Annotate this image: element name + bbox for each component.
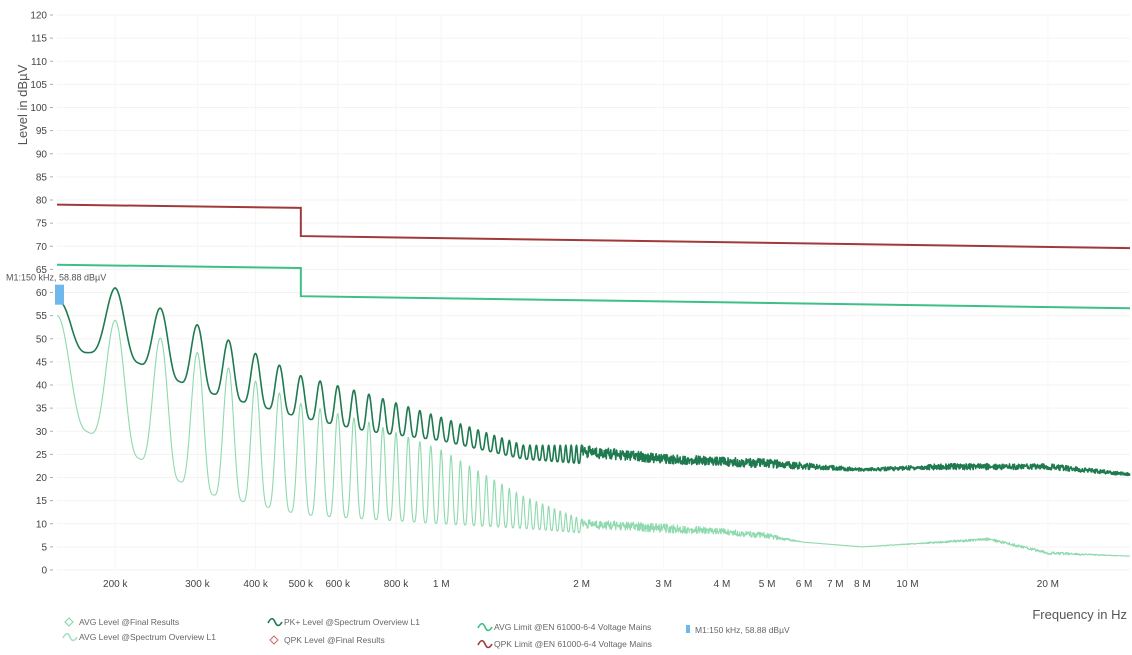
y-tick-label-65: 65 <box>36 265 48 276</box>
y-tick-label-100: 100 <box>30 103 47 114</box>
series-pk-level-spectrum-overview-l1 <box>56 287 1131 477</box>
marker-m1 <box>55 284 64 305</box>
y-tick-label-20: 20 <box>36 473 48 484</box>
legend: AVG Level @Final Results AVG Level @Spect… <box>62 617 790 649</box>
x-tick-label-4M: 4 M <box>714 579 731 590</box>
y-tick-label-115: 115 <box>31 34 47 45</box>
y-tick-label-0: 0 <box>41 566 47 577</box>
x-tick-label-3M: 3 M <box>655 579 672 590</box>
series-avg-limit-en-61000-6-4-voltage-mains <box>56 263 1131 310</box>
x-tick-label-2M: 2 M <box>573 579 590 590</box>
series-avg-level-spectrum-overview-l1 <box>56 315 1131 557</box>
legend-wave-icon <box>477 622 493 632</box>
x-tick-label-1M: 1 M <box>433 579 450 590</box>
y-tick-label-120: 120 <box>30 11 47 22</box>
y-tick-label-90: 90 <box>36 149 48 160</box>
y-tick-label-55: 55 <box>36 311 48 322</box>
legend-item-3: QPK Level @Final Results <box>269 635 385 645</box>
legend-label-5: QPK Limit @EN 61000-6-4 Voltage Mains <box>494 639 652 649</box>
y-axis-ticks: 0 5 10 15 20 25 30 35 40 45 50 55 60 65 70 75 80 85 90 95 10… <box>30 11 53 577</box>
y-tick-label-45: 45 <box>36 357 48 368</box>
x-tick-label-10M: 10 M <box>896 579 918 590</box>
legend-wave-icon <box>477 639 493 649</box>
x-tick-label-400k: 400 k <box>243 579 268 590</box>
y-tick-label-50: 50 <box>36 334 48 345</box>
legend-label-3: QPK Level @Final Results <box>284 635 385 645</box>
y-tick-label-25: 25 <box>36 450 48 461</box>
legend-diamond-icon <box>269 635 279 645</box>
x-tick-label-500k: 500 k <box>289 579 314 590</box>
y-tick-label-70: 70 <box>36 242 48 253</box>
legend-label-0: AVG Level @Final Results <box>79 617 179 627</box>
y-tick-label-75: 75 <box>36 219 48 230</box>
legend-label-6: M1:150 kHz, 58.88 dBµV <box>695 625 790 635</box>
y-tick-label-95: 95 <box>36 126 48 137</box>
legend-item-5: QPK Limit @EN 61000-6-4 Voltage Mains <box>477 639 652 649</box>
y-tick-label-30: 30 <box>36 427 48 438</box>
legend-item-1: AVG Level @Spectrum Overview L1 <box>62 632 216 642</box>
marker-layer: M1:150 kHz, 58.88 dBµV <box>6 273 106 305</box>
y-tick-label-105: 105 <box>30 80 47 91</box>
legend-item-6: M1:150 kHz, 58.88 dBµV <box>686 625 790 635</box>
x-tick-label-800k: 800 k <box>384 579 409 590</box>
y-tick-label-80: 80 <box>36 196 48 207</box>
y-tick-label-10: 10 <box>36 519 48 530</box>
x-tick-label-5M: 5 M <box>759 579 776 590</box>
legend-item-2: PK+ Level @Spectrum Overview L1 <box>267 617 420 627</box>
x-axis-ticks: 200 k 300 k 400 k 500 k 600 k 800 k 1 M 2 M 3 M 4… <box>103 579 1059 590</box>
y-tick-label-15: 15 <box>36 496 48 507</box>
legend-label-4: AVG Limit @EN 61000-6-4 Voltage Mains <box>494 622 651 632</box>
x-tick-label-200k: 200 k <box>103 579 128 590</box>
legend-square-icon <box>686 625 690 633</box>
x-tick-label-300k: 300 k <box>185 579 210 590</box>
x-tick-label-20M: 20 M <box>1037 579 1059 590</box>
x-axis-title: Frequency in Hz <box>1032 607 1127 622</box>
y-tick-label-5: 5 <box>41 542 47 553</box>
y-tick-label-110: 110 <box>31 57 47 68</box>
y-tick-label-40: 40 <box>36 381 48 392</box>
series-layer <box>56 203 1131 557</box>
legend-label-2: PK+ Level @Spectrum Overview L1 <box>284 617 420 627</box>
y-tick-label-85: 85 <box>36 172 48 183</box>
x-tick-label-8M: 8 M <box>854 579 871 590</box>
y-axis-title: Level in dBµV <box>15 64 30 145</box>
legend-wave-icon <box>62 632 78 642</box>
series-qpk-limit-en-61000-6-4-voltage-mains <box>56 203 1131 250</box>
legend-wave-icon <box>267 617 283 627</box>
x-tick-label-7M: 7 M <box>827 579 844 590</box>
x-tick-label-600k: 600 k <box>326 579 351 590</box>
legend-diamond-icon <box>64 617 74 627</box>
legend-item-0: AVG Level @Final Results <box>64 617 179 627</box>
y-tick-label-60: 60 <box>36 288 48 299</box>
legend-label-1: AVG Level @Spectrum Overview L1 <box>79 632 216 642</box>
x-tick-label-6M: 6 M <box>796 579 813 590</box>
y-tick-label-35: 35 <box>36 404 48 415</box>
marker-label-m1: M1:150 kHz, 58.88 dBµV <box>6 273 106 283</box>
legend-item-4: AVG Limit @EN 61000-6-4 Voltage Mains <box>477 622 651 632</box>
